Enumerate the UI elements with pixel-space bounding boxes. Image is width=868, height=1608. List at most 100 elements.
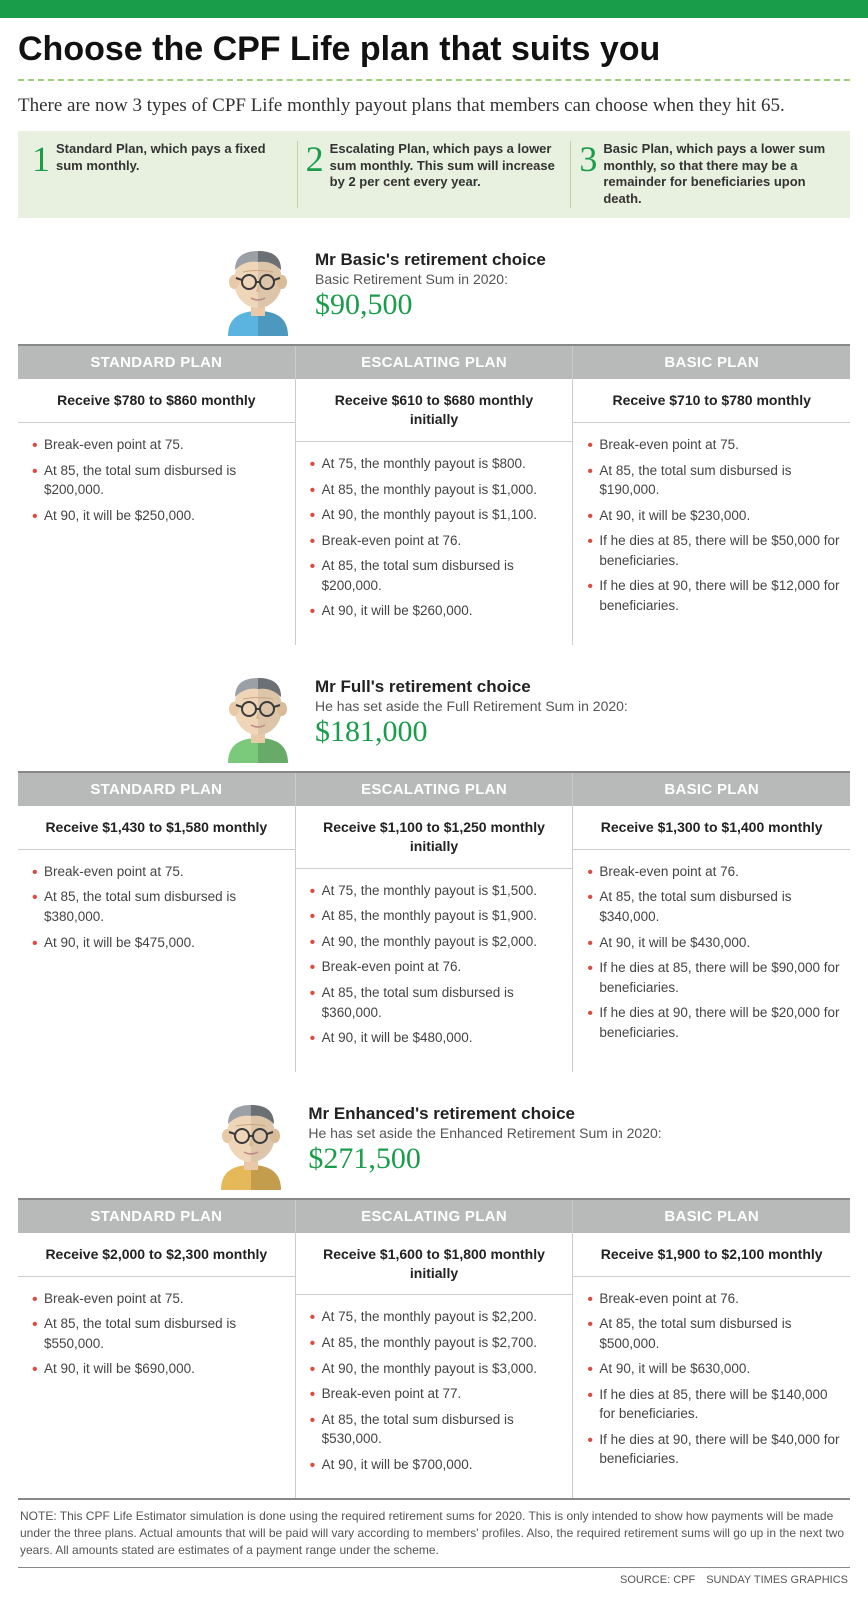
plan-columns: STANDARD PLANReceive $780 to $860 monthl… xyxy=(18,344,850,645)
plan-point: Break-even point at 77. xyxy=(310,1384,563,1404)
top-accent-bar xyxy=(0,0,868,18)
plan-column-0: STANDARD PLANReceive $2,000 to $2,300 mo… xyxy=(18,1200,296,1499)
plan-point: At 85, the total sum disbursed is $340,0… xyxy=(587,887,840,926)
persona-avatar-icon xyxy=(206,1090,296,1190)
plan-type-number: 1 xyxy=(32,141,50,209)
plan-type-number: 2 xyxy=(306,141,324,209)
plan-header: ESCALATING PLAN xyxy=(296,773,573,806)
dotted-divider xyxy=(18,79,850,81)
plan-point: At 90, it will be $475,000. xyxy=(32,933,285,953)
persona-title: Mr Enhanced's retirement choice xyxy=(308,1104,661,1124)
intro-text: There are now 3 types of CPF Life monthl… xyxy=(18,93,850,119)
persona-header: Mr Basic's retirement choiceBasic Retire… xyxy=(18,236,850,336)
persona-amount: $181,000 xyxy=(315,715,655,749)
plan-points: Break-even point at 75. At 85, the total … xyxy=(573,422,850,640)
plan-points: Break-even point at 75.At 85, the total … xyxy=(18,1276,295,1403)
plan-receive: Receive $1,600 to $1,800 monthly initial… xyxy=(296,1233,573,1295)
plan-header: STANDARD PLAN xyxy=(18,346,295,379)
plan-point: If he dies at 90, there will be $20,000 … xyxy=(587,1003,840,1042)
plan-point: At 85, the total sum disbursed is $380,0… xyxy=(32,887,285,926)
plan-point: At 85, the monthly payout is $1,000. xyxy=(310,480,563,500)
plan-points: Break-even point at 75. At 85, the total … xyxy=(18,422,295,549)
plan-header: BASIC PLAN xyxy=(573,773,850,806)
plan-point: If he dies at 90, there will be $12,000 … xyxy=(587,576,840,615)
plan-point: At 85, the total sum disbursed is $530,0… xyxy=(310,1410,563,1449)
plan-point: At 90, it will be $430,000. xyxy=(587,933,840,953)
plan-point: Break-even point at 75. xyxy=(32,435,285,455)
plan-point: At 75, the monthly payout is $2,200. xyxy=(310,1307,563,1327)
plan-points: Break-even point at 76. At 85, the total … xyxy=(573,1276,850,1494)
persona-section-2: Mr Enhanced's retirement choiceHe has se… xyxy=(18,1090,850,1499)
plan-header: STANDARD PLAN xyxy=(18,773,295,806)
plan-point: At 90, it will be $630,000. xyxy=(587,1359,840,1379)
plan-point: At 90, the monthly payout is $2,000. xyxy=(310,932,563,952)
plan-column-2: BASIC PLANReceive $1,300 to $1,400 month… xyxy=(573,773,850,1072)
persona-header: Mr Full's retirement choiceHe has set as… xyxy=(18,663,850,763)
plan-receive: Receive $2,000 to $2,300 monthly xyxy=(18,1233,295,1276)
main-title: Choose the CPF Life plan that suits you xyxy=(18,30,850,69)
plan-point: Break-even point at 75. xyxy=(587,435,840,455)
persona-subtitle: Basic Retirement Sum in 2020: xyxy=(315,270,655,288)
persona-title: Mr Full's retirement choice xyxy=(315,677,655,697)
plan-point: At 75, the monthly payout is $800. xyxy=(310,454,563,474)
plan-point: If he dies at 85, there will be $50,000 … xyxy=(587,531,840,570)
plan-point: Break-even point at 76. xyxy=(310,957,563,977)
plan-type-3: 3Basic Plan, which pays a lower sum mont… xyxy=(571,141,844,209)
plan-point: Break-even point at 75. xyxy=(32,862,285,882)
plan-points: At 75, the monthly payout is $800. At 85,… xyxy=(296,441,573,645)
plan-point: Break-even point at 75. xyxy=(32,1289,285,1309)
plan-receive: Receive $610 to $680 monthly initially xyxy=(296,379,573,441)
plan-receive: Receive $780 to $860 monthly xyxy=(18,379,295,422)
plan-column-0: STANDARD PLANReceive $780 to $860 monthl… xyxy=(18,346,296,645)
plan-column-1: ESCALATING PLANReceive $610 to $680 mont… xyxy=(296,346,574,645)
plan-columns: STANDARD PLANReceive $1,430 to $1,580 mo… xyxy=(18,771,850,1072)
plan-point: Break-even point at 76. xyxy=(587,1289,840,1309)
plan-point: At 85, the total sum disbursed is $200,0… xyxy=(32,461,285,500)
plan-point: At 85, the total sum disbursed is $200,0… xyxy=(310,556,563,595)
persona-subtitle: He has set aside the Enhanced Retirement… xyxy=(308,1124,661,1142)
plan-point: At 85, the monthly payout is $2,700. xyxy=(310,1333,563,1353)
plan-point: At 75, the monthly payout is $1,500. xyxy=(310,881,563,901)
plan-point: Break-even point at 76. xyxy=(587,862,840,882)
plan-point: If he dies at 90, there will be $40,000 … xyxy=(587,1430,840,1469)
plan-point: At 85, the monthly payout is $1,900. xyxy=(310,906,563,926)
persona-subtitle: He has set aside the Full Retirement Sum… xyxy=(315,697,655,715)
plan-receive: Receive $1,430 to $1,580 monthly xyxy=(18,806,295,849)
plan-point: At 85, the total sum disbursed is $190,0… xyxy=(587,461,840,500)
plan-column-1: ESCALATING PLANReceive $1,100 to $1,250 … xyxy=(296,773,574,1072)
plan-point: At 90, the monthly payout is $3,000. xyxy=(310,1359,563,1379)
plan-column-0: STANDARD PLANReceive $1,430 to $1,580 mo… xyxy=(18,773,296,1072)
plan-point: At 90, it will be $480,000. xyxy=(310,1028,563,1048)
plan-point: At 85, the total sum disbursed is $500,0… xyxy=(587,1314,840,1353)
plan-point: At 90, it will be $700,000. xyxy=(310,1455,563,1475)
plan-points: Break-even point at 76. At 85, the total … xyxy=(573,849,850,1067)
plan-receive: Receive $1,300 to $1,400 monthly xyxy=(573,806,850,849)
plan-point: If he dies at 85, there will be $140,000… xyxy=(587,1385,840,1424)
plan-type-desc: Escalating Plan, which pays a lower sum … xyxy=(330,141,563,209)
plan-header: STANDARD PLAN xyxy=(18,1200,295,1233)
plan-point: At 90, it will be $260,000. xyxy=(310,601,563,621)
persona-section-1: Mr Full's retirement choiceHe has set as… xyxy=(18,663,850,1072)
plan-points: At 75, the monthly payout is $2,200. At 8… xyxy=(296,1294,573,1498)
plan-point: At 90, it will be $250,000. xyxy=(32,506,285,526)
persona-header: Mr Enhanced's retirement choiceHe has se… xyxy=(18,1090,850,1190)
plan-column-2: BASIC PLANReceive $710 to $780 monthlyBr… xyxy=(573,346,850,645)
plan-point: If he dies at 85, there will be $90,000 … xyxy=(587,958,840,997)
plan-column-1: ESCALATING PLANReceive $1,600 to $1,800 … xyxy=(296,1200,574,1499)
plan-header: ESCALATING PLAN xyxy=(296,1200,573,1233)
plan-points: Break-even point at 75. At 85, the total … xyxy=(18,849,295,976)
persona-title: Mr Basic's retirement choice xyxy=(315,250,655,270)
plan-receive: Receive $710 to $780 monthly xyxy=(573,379,850,422)
plan-type-desc: Basic Plan, which pays a lower sum month… xyxy=(603,141,836,209)
plan-type-1: 1Standard Plan, which pays a fixed sum m… xyxy=(24,141,298,209)
plan-header: ESCALATING PLAN xyxy=(296,346,573,379)
plan-point: At 90, it will be $690,000. xyxy=(32,1359,285,1379)
plan-header: BASIC PLAN xyxy=(573,1200,850,1233)
plan-columns: STANDARD PLANReceive $2,000 to $2,300 mo… xyxy=(18,1198,850,1499)
plan-point: Break-even point at 76. xyxy=(310,531,563,551)
plan-points: At 75, the monthly payout is $1,500. At 8… xyxy=(296,868,573,1072)
plan-point: At 90, it will be $230,000. xyxy=(587,506,840,526)
source-credit: SOURCE: CPF SUNDAY TIMES GRAPHICS xyxy=(18,1568,850,1596)
plan-receive: Receive $1,100 to $1,250 monthly initial… xyxy=(296,806,573,868)
plan-receive: Receive $1,900 to $2,100 monthly xyxy=(573,1233,850,1276)
